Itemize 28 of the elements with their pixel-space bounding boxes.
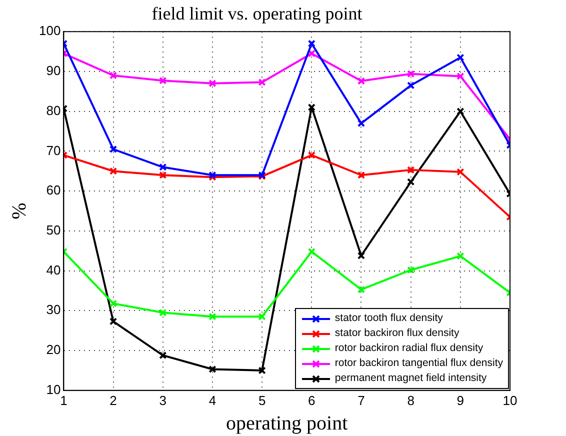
y-tick-label: 20 <box>46 342 61 358</box>
x-tick-label: 5 <box>258 392 266 408</box>
y-axis-title: % <box>8 202 30 220</box>
x-tick-label: 8 <box>407 392 414 408</box>
y-tick-label: 10 <box>46 382 61 397</box>
x-tick-label: 7 <box>358 392 365 408</box>
x-tick-label: 2 <box>110 392 117 408</box>
y-tick-label: 90 <box>46 63 61 78</box>
y-tick-label: 100 <box>38 23 61 38</box>
x-tick-label: 6 <box>308 392 316 408</box>
x-tick-label: 9 <box>456 392 464 408</box>
x-tick-label: 1 <box>60 392 68 408</box>
legend-label: stator tooth flux density <box>334 311 443 326</box>
legend-label: rotor backiron tangential flux density <box>334 356 503 372</box>
y-tick-label: 80 <box>46 102 61 118</box>
y-tick-label: 30 <box>46 302 61 318</box>
x-tick-label: 10 <box>502 392 518 408</box>
x-tick-label: 4 <box>208 392 216 408</box>
y-tick-label: 70 <box>46 142 61 158</box>
legend-label: stator backiron flux density <box>334 326 460 342</box>
legend-label: rotor backiron radial flux density <box>334 341 484 356</box>
y-tick-label: 40 <box>46 262 61 278</box>
legend-label: permanent magnet field intensity <box>334 371 487 386</box>
y-tick-label: 60 <box>46 182 61 198</box>
x-tick-label: 3 <box>159 392 166 408</box>
x-axis-title: operating point <box>226 412 348 434</box>
chart-title: field limit vs. operating point <box>152 4 362 24</box>
y-tick-label: 50 <box>46 222 61 238</box>
